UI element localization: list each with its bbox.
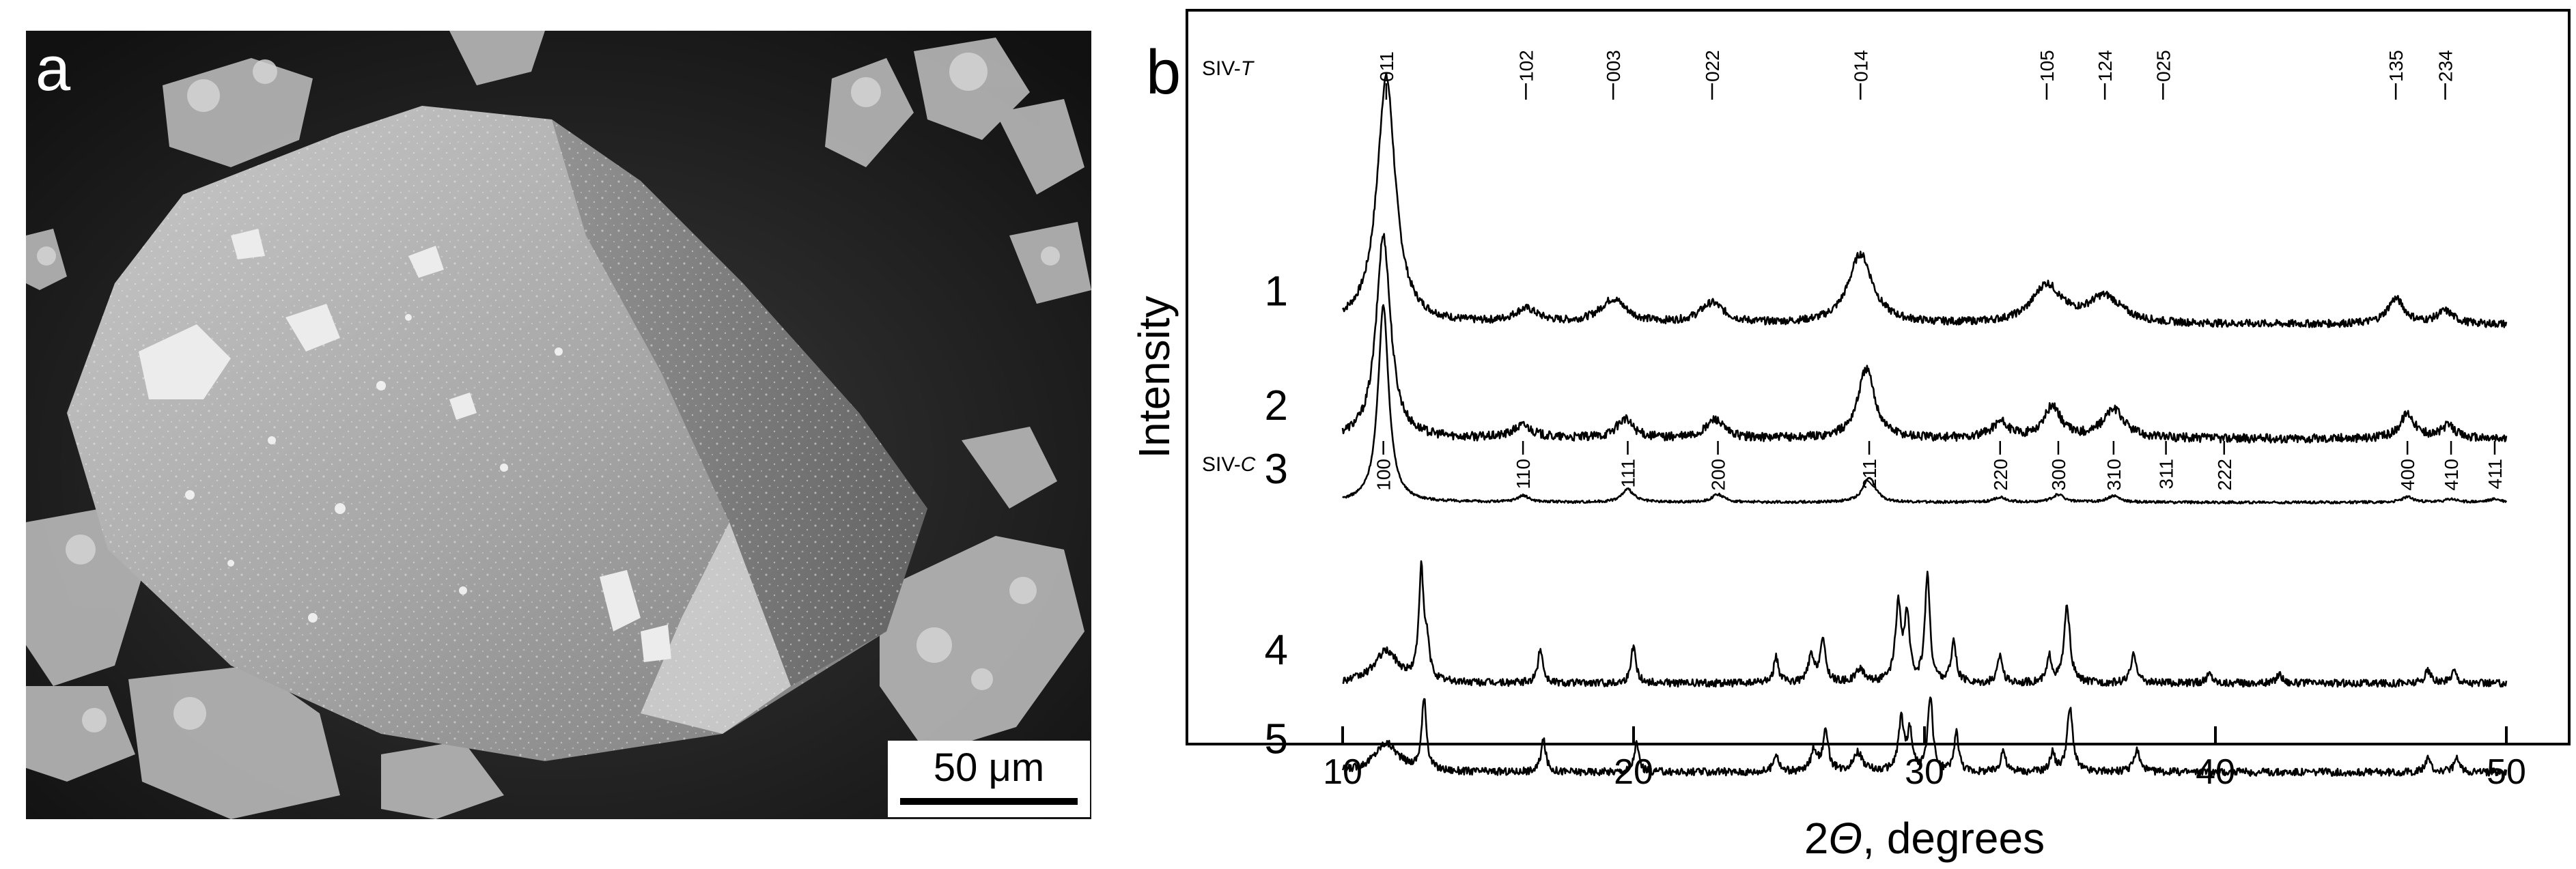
scale-bar-line	[900, 798, 1078, 805]
reflection-label-T-022: 022	[1702, 50, 1723, 82]
reference-set-label-tetragonal: SIV-T	[1202, 57, 1255, 80]
reflection-label-C-111: 111	[1617, 459, 1638, 488]
y-axis-label: Intensity	[1130, 296, 1179, 458]
reflection-label-C-311: 311	[2156, 459, 2177, 489]
reflection-label-C-220: 220	[1990, 459, 2011, 491]
series-label-2: 2	[1265, 382, 1288, 429]
reflection-label-T-105: 105	[2036, 50, 2058, 82]
plot-frame	[1186, 9, 2571, 745]
reflection-label-T-003: 003	[1603, 50, 1624, 82]
x-tick-label-10: 10	[1323, 752, 1362, 792]
x-axis-label-suffix: , degrees	[1862, 814, 2045, 863]
reflection-label-T-102: 102	[1515, 50, 1537, 82]
panel-b-label: b	[1146, 38, 1181, 107]
xrd-chart: 10 20 30 40 50 011 102 003 022 014 105 124 025 135 23…	[1130, 9, 2571, 863]
reference-set-suffix-cubic: C	[1241, 453, 1256, 476]
scale-bar: 50 μm	[888, 741, 1090, 817]
series-label-4: 4	[1265, 627, 1288, 674]
reflection-label-C-110: 110	[1513, 459, 1534, 489]
reflection-label-T-014: 014	[1850, 50, 1871, 82]
reference-set-suffix-tetragonal: T	[1241, 57, 1255, 80]
reflection-label-T-135: 135	[2385, 50, 2407, 82]
x-axis-label: 2Θ, degrees	[1804, 814, 2045, 863]
scale-bar-label: 50 μm	[933, 745, 1045, 790]
reflection-label-T-234: 234	[2435, 50, 2456, 82]
reflection-label-T-025: 025	[2153, 50, 2174, 82]
reference-set-prefix-tetragonal: SIV-	[1202, 57, 1241, 80]
reflection-label-C-100: 100	[1373, 459, 1395, 491]
reference-set-prefix-cubic: SIV-	[1202, 453, 1241, 476]
x-axis-label-prefix: 2	[1804, 814, 1829, 863]
reference-set-label-cubic: SIV-C	[1202, 453, 1256, 476]
series-label-1: 1	[1265, 268, 1288, 315]
reflection-label-C-410: 410	[2441, 459, 2462, 491]
series-line-3	[1342, 304, 2508, 504]
series-label-5: 5	[1265, 715, 1288, 763]
series-line-4	[1342, 560, 2508, 688]
sem-image	[26, 31, 1091, 819]
x-axis: 10 20 30 40 50	[1323, 726, 2526, 792]
x-tick-label-30: 30	[1905, 752, 1944, 792]
series-line-1	[1341, 72, 2508, 328]
series-label-3: 3	[1265, 446, 1288, 493]
reflection-label-C-411: 411	[2484, 459, 2506, 489]
series-line-5	[1341, 696, 2508, 777]
reflection-label-T-124: 124	[2095, 50, 2116, 82]
reflection-label-C-300: 300	[2048, 459, 2069, 491]
panel-a-label: a	[36, 34, 71, 104]
series-line-2	[1341, 233, 2508, 444]
reflection-label-C-310: 310	[2103, 459, 2125, 491]
reflection-label-C-211: 211	[1859, 459, 1880, 489]
reflection-label-C-200: 200	[1708, 459, 1729, 491]
sem-micrograph	[26, 31, 1091, 819]
reflection-label-C-400: 400	[2397, 459, 2418, 491]
series-group: 1 2 3 4 5	[1265, 72, 2508, 777]
x-axis-label-symbol: Θ	[1828, 814, 1862, 863]
reflection-label-C-222: 222	[2214, 459, 2235, 491]
